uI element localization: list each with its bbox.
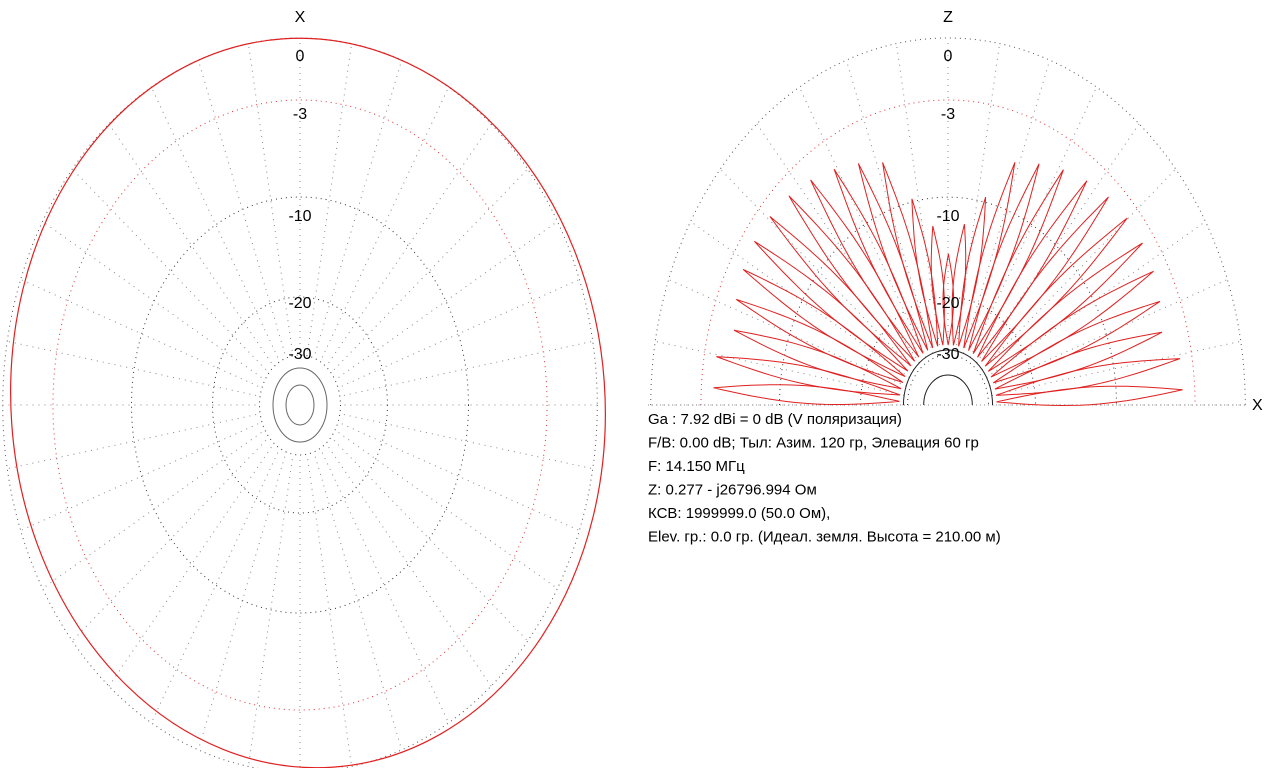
radial-line	[798, 86, 927, 358]
ring-label: -10	[936, 208, 959, 225]
radial-line	[895, 43, 941, 351]
labels: X Z X 0 -3 -10 -20 -30 0 -3 -10 -20 -30 Ga : 7.92 …	[288, 9, 1263, 545]
radial-line	[314, 456, 403, 751]
pattern-lobe	[733, 329, 902, 390]
pattern-lobe	[994, 331, 1163, 390]
radial-line	[307, 43, 353, 351]
radial-line	[42, 432, 262, 589]
grid-ring	[907, 354, 989, 406]
pattern-lobe	[930, 225, 945, 346]
axis-label: X	[295, 9, 306, 26]
info-line: КСВ: 1999999.0 (50.0 Ом),	[648, 505, 830, 522]
ring-label: 0	[296, 48, 305, 65]
info-line: Ga : 7.92 dBi = 0 dB (V поляризация)	[648, 411, 902, 428]
inner-ring	[902, 349, 994, 406]
radial-line	[71, 168, 267, 370]
pattern-lobe	[968, 163, 1040, 351]
radial-line	[962, 59, 1051, 354]
info-line: Z: 0.277 - j26796.994 Ом	[648, 482, 817, 499]
ring-label: -20	[288, 295, 311, 312]
pattern-lobe	[958, 196, 987, 347]
inner-ring	[923, 374, 973, 406]
pattern	[10, 37, 606, 768]
pattern-lobe	[736, 298, 904, 383]
radial-line	[108, 123, 272, 364]
radial-line	[7, 414, 257, 470]
radial-line	[321, 86, 450, 358]
grid-ring	[259, 354, 341, 456]
ring-label: -3	[293, 106, 307, 123]
pattern-lobe	[951, 223, 967, 346]
grid-ring	[131, 196, 469, 614]
radial-line	[338, 221, 558, 378]
radial-line	[307, 459, 353, 767]
radial-line	[197, 59, 286, 354]
radial-line	[955, 43, 1001, 351]
radial-line	[197, 456, 286, 751]
pattern-lobe	[942, 253, 955, 346]
pattern-lobe	[963, 162, 1016, 349]
radial-line	[719, 168, 915, 370]
ring-label: -3	[941, 106, 955, 123]
radial-line	[150, 86, 279, 358]
pattern-lobe	[810, 179, 920, 358]
inner-ring	[272, 367, 328, 443]
info-line: Elev. гр.: 0.0 гр. (Идеал. земля. Высота…	[648, 529, 1001, 546]
radial-line	[343, 414, 593, 470]
radial-line	[20, 279, 259, 387]
pattern-lobe	[987, 242, 1143, 372]
radial-line	[341, 279, 580, 387]
pattern-lobe	[981, 196, 1109, 362]
radial-line	[247, 43, 293, 351]
grid-ring	[212, 296, 388, 514]
radial-line	[321, 452, 450, 724]
pattern-lobe	[911, 198, 939, 347]
pattern-lobe	[742, 268, 906, 378]
radial-line	[150, 452, 279, 724]
radial-line	[989, 279, 1228, 387]
radial-line	[247, 459, 293, 767]
ring-label: -10	[288, 208, 311, 225]
grid-ring	[52, 99, 548, 711]
radial-line	[328, 123, 492, 364]
pattern-lobe	[996, 385, 1183, 407]
radial-line	[338, 432, 558, 589]
radial-line	[969, 86, 1098, 358]
pattern-lobe	[833, 168, 924, 354]
info-line: F: 14.150 МГц	[648, 458, 745, 475]
radial-line	[20, 423, 259, 531]
patterns	[10, 37, 1183, 768]
radial-line	[71, 440, 267, 642]
radial-line	[333, 440, 529, 642]
ring-label: -30	[936, 346, 959, 363]
radial-line	[328, 446, 492, 687]
radial-line	[655, 340, 905, 396]
pattern-lobe	[788, 195, 916, 362]
pattern-lobe	[995, 358, 1181, 396]
radial-line	[42, 221, 262, 378]
grid-ring	[860, 296, 1036, 406]
radial-line	[668, 279, 907, 387]
inner-ring	[285, 384, 315, 426]
radial-line	[341, 423, 580, 531]
pattern-lobe	[977, 180, 1088, 358]
grid	[2, 37, 1248, 768]
pattern-lobe	[882, 162, 934, 349]
radial-line	[7, 340, 257, 396]
pattern-lobe	[713, 384, 900, 405]
radial-line	[343, 340, 593, 396]
radial-line	[991, 340, 1241, 396]
axis-label: X	[1252, 397, 1263, 414]
ring-label: -20	[936, 295, 959, 312]
info-line: F/B: 0.00 dB; Тыл: Азим. 120 гр, Элеваци…	[648, 435, 979, 452]
ring-label: -30	[288, 346, 311, 363]
pattern-lobe	[972, 169, 1064, 354]
axis-label: Z	[943, 9, 953, 26]
ring-label: 0	[944, 48, 953, 65]
radial-line	[333, 168, 529, 370]
radial-line	[314, 59, 403, 354]
radial-line	[108, 446, 272, 687]
